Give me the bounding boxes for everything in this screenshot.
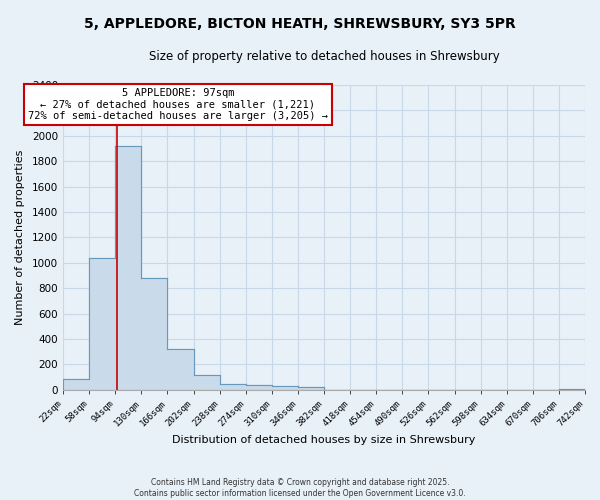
- Title: Size of property relative to detached houses in Shrewsbury: Size of property relative to detached ho…: [149, 50, 499, 63]
- Y-axis label: Number of detached properties: Number of detached properties: [15, 150, 25, 325]
- Text: 5 APPLEDORE: 97sqm
← 27% of detached houses are smaller (1,221)
72% of semi-deta: 5 APPLEDORE: 97sqm ← 27% of detached hou…: [28, 88, 328, 121]
- X-axis label: Distribution of detached houses by size in Shrewsbury: Distribution of detached houses by size …: [172, 435, 476, 445]
- Text: 5, APPLEDORE, BICTON HEATH, SHREWSBURY, SY3 5PR: 5, APPLEDORE, BICTON HEATH, SHREWSBURY, …: [84, 18, 516, 32]
- Text: Contains HM Land Registry data © Crown copyright and database right 2025.
Contai: Contains HM Land Registry data © Crown c…: [134, 478, 466, 498]
